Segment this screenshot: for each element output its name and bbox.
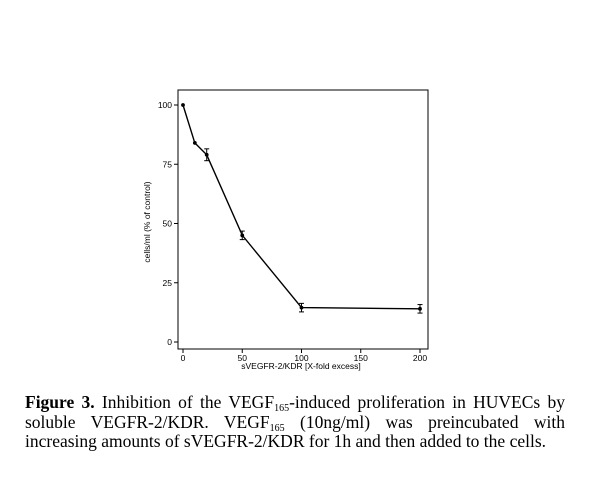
- caption-subscript-2: 165: [269, 422, 285, 434]
- axis-ticks: 0 50 100 150 200 0 25 50 75 100: [158, 100, 428, 363]
- y-tick-label: 75: [163, 159, 173, 169]
- x-tick-label: 50: [238, 353, 248, 363]
- plot-frame: [177, 89, 429, 350]
- x-axis-title: sVEGFR-2/KDR [X-fold excess]: [241, 361, 361, 371]
- x-tick-label: 0: [181, 353, 186, 363]
- y-tick-label: 50: [163, 219, 173, 229]
- data-point: [299, 305, 304, 310]
- y-tick-label: 25: [163, 278, 173, 288]
- caption-label: Figure 3.: [25, 392, 95, 412]
- figure-caption: Figure 3. Inhibition of the VEGF165-indu…: [25, 392, 565, 452]
- data-point: [240, 233, 245, 238]
- caption-text-1: Inhibition of the VEGF: [94, 392, 275, 412]
- plot-area: 0 50 100 150 200 0 25 50 75 100: [158, 89, 429, 363]
- data-points: [181, 103, 423, 314]
- data-point: [204, 152, 209, 157]
- data-point: [418, 306, 422, 311]
- data-point: [181, 103, 185, 107]
- caption-subscript-1: 165: [274, 403, 290, 414]
- y-axis-title: cells/ml (% of control): [142, 181, 152, 262]
- caption-text-2: -induced proliferation in HUVECs by solu…: [25, 392, 565, 432]
- x-tick-label: 150: [354, 353, 368, 363]
- line-chart: 0 50 100 150 200 0 25 50 75 100 sVEGFR-2/KDR [X-f…: [142, 89, 429, 371]
- y-tick-label: 0: [167, 337, 172, 347]
- data-point: [192, 141, 197, 145]
- caption-text-3: (10ng/ml) was preincubated with increasi…: [25, 411, 565, 451]
- x-tick-label: 200: [413, 353, 427, 363]
- y-tick-label: 100: [158, 100, 172, 110]
- series-line: [182, 104, 421, 310]
- x-tick-label: 100: [294, 353, 308, 363]
